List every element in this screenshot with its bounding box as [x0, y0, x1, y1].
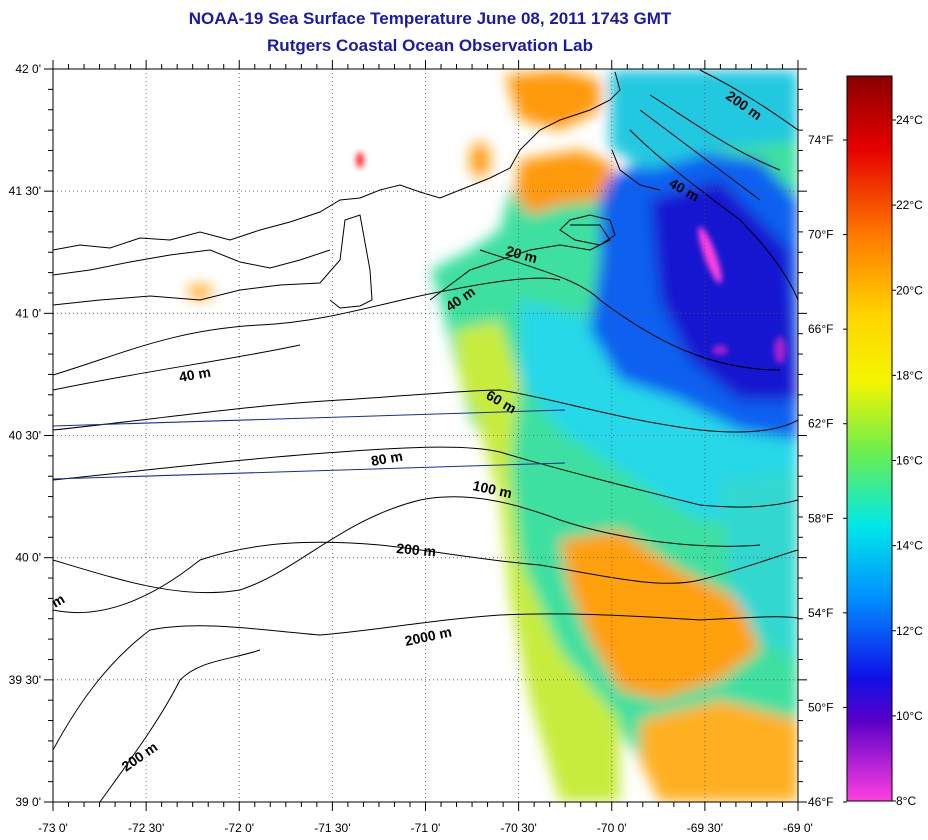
celsius-label: 22°C — [896, 198, 923, 212]
depth-label: 80 m — [370, 448, 404, 469]
map-title: NOAA-19 Sea Surface Temperature June 08,… — [188, 9, 672, 28]
lon-tick-label: -72 0' — [224, 821, 254, 835]
celsius-label: 12°C — [896, 624, 923, 638]
lon-tick-label: -70 0' — [597, 821, 627, 835]
colorbar-fahrenheit-labels: 74°F 70°F 66°F 62°F 58°F 54°F 50°F 46°F — [808, 133, 833, 809]
lat-tick-label: 41 30' — [9, 184, 41, 198]
map-subtitle: Rutgers Coastal Ocean Observation Lab — [267, 36, 593, 55]
lat-tick-label: 41 0' — [15, 306, 41, 320]
depth-label: 20 m — [504, 242, 539, 266]
lon-tick-label: -69 30' — [687, 821, 723, 835]
fahrenheit-label: 70°F — [808, 228, 833, 242]
fahrenheit-label: 58°F — [808, 511, 833, 525]
celsius-label: 14°C — [896, 539, 923, 553]
depth-label: 40 m — [178, 364, 212, 385]
depth-label: 200 m — [396, 540, 437, 559]
lon-tick-label: -71 0' — [411, 821, 441, 835]
lon-tick-label: -71 30' — [314, 821, 350, 835]
fahrenheit-label: 66°F — [808, 322, 833, 336]
celsius-label: 24°C — [896, 113, 923, 127]
transect-lines — [52, 409, 566, 480]
lat-tick-label: 42 0' — [15, 62, 41, 76]
colorbar-celsius-labels: 24°C 22°C 20°C 18°C 16°C 14°C 12°C 10°C 8°C — [896, 113, 923, 808]
lat-tick-label: 39 30' — [9, 673, 41, 687]
fahrenheit-label: 46°F — [808, 795, 833, 809]
celsius-label: 20°C — [896, 283, 923, 297]
fahrenheit-label: 74°F — [808, 133, 833, 147]
celsius-label: 8°C — [896, 794, 916, 808]
lon-tick-label: -70 30' — [500, 821, 536, 835]
celsius-label: 18°C — [896, 368, 923, 382]
lon-tick-label: -73 0' — [38, 821, 68, 835]
fahrenheit-label: 62°F — [808, 417, 833, 431]
lon-tick-label: -69 0' — [783, 821, 813, 835]
transect-line — [52, 462, 566, 480]
latitude-labels: 42 0' 41 30' 41 0' 40 30' 40 0' 39 30' 39 0' — [9, 62, 41, 809]
celsius-label: 16°C — [896, 454, 923, 468]
transect-line — [52, 409, 566, 427]
fahrenheit-label: 50°F — [808, 700, 833, 714]
map-ticks — [44, 60, 807, 811]
lat-tick-label: 39 0' — [15, 795, 41, 809]
graticule — [53, 69, 798, 802]
longitude-labels: -73 0' -72 30' -72 0' -71 30' -71 0' -70 30' -… — [38, 821, 813, 835]
fahrenheit-label: 54°F — [808, 606, 833, 620]
colorbar-ticks — [843, 119, 896, 803]
lat-tick-label: 40 0' — [15, 551, 41, 565]
coastline — [53, 71, 661, 309]
lon-tick-label: -72 30' — [128, 821, 164, 835]
celsius-label: 10°C — [896, 709, 923, 723]
lat-tick-label: 40 30' — [9, 429, 41, 443]
colorbar — [846, 75, 893, 802]
bathymetry-contours — [53, 69, 798, 802]
